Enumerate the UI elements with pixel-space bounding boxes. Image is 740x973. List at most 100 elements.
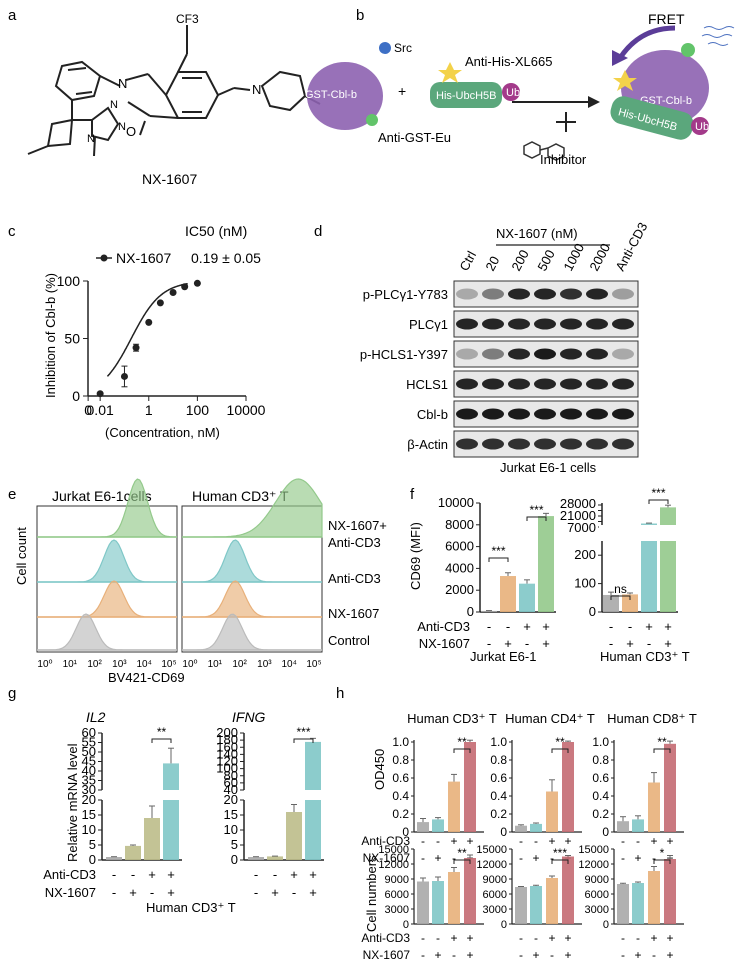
legend-name: NX-1607	[116, 250, 171, 266]
sign-nx: -	[550, 948, 554, 962]
sign-anti: -	[636, 931, 640, 945]
sign-nx: +	[434, 851, 441, 865]
sig-bracket	[653, 748, 671, 753]
data-point-c	[193, 279, 201, 287]
lane-label: 1000	[560, 241, 587, 274]
n-indoline-label: N	[118, 76, 127, 91]
f-group-right: Human CD3⁺ T	[600, 649, 690, 664]
blot-band	[560, 288, 582, 300]
chart-g: IL2 IFNG Relative mRNA level Human CD3⁺ …	[43, 709, 324, 915]
anti-gst-eu-label: Anti-GST-Eu	[378, 130, 451, 145]
sign-nx: -	[292, 885, 296, 900]
sign-anti: +	[466, 931, 473, 945]
sign-anti: +	[309, 867, 317, 882]
sign-anti: +	[548, 931, 555, 945]
blot-band	[482, 318, 504, 330]
lane-label: Ctrl	[456, 248, 479, 273]
sig-label: **	[657, 735, 667, 749]
y-axis-label-c: Inhibition of Cbl-b (%)	[43, 273, 58, 398]
sign-anti: +	[650, 834, 657, 848]
fret-arrowhead	[612, 50, 628, 66]
chart-h: OD450 Cell numbers Human CD3⁺ T Human CD4…	[361, 711, 697, 962]
bar	[641, 523, 657, 525]
y-tick-label: 120	[216, 754, 238, 769]
sign-nx: -	[452, 948, 456, 962]
bar	[144, 818, 160, 860]
y-tick-label-c: 50	[64, 331, 80, 347]
y-tick-label: 3000	[385, 904, 409, 916]
bar	[632, 819, 644, 832]
blot-band	[456, 318, 478, 330]
bar	[448, 781, 460, 832]
ub-dot-left	[502, 83, 520, 101]
sig-label: **	[457, 846, 467, 860]
sign-anti: -	[436, 834, 440, 848]
bar	[163, 763, 179, 790]
sig-label: **	[555, 735, 565, 749]
sign-nx: +	[434, 948, 441, 962]
reaction-arrow-head	[588, 96, 600, 108]
sig-bracket	[648, 499, 669, 504]
blot-band	[612, 378, 634, 390]
y-tick-label: 0	[89, 852, 96, 867]
y-axis-label-h-bottom: Cell numbers	[364, 855, 379, 932]
bar	[660, 541, 676, 612]
chart-f: CD69 (MFI) Jurkat E6-1 Human CD3⁺ T 0 200…	[408, 486, 690, 664]
bar	[617, 821, 629, 832]
blot-band	[456, 438, 478, 450]
histogram-x-tick: 10⁰	[37, 659, 52, 670]
panel-label-e: e	[8, 486, 16, 503]
y-tick-label: 7000	[567, 520, 596, 535]
row-label-nx: NX-1607	[363, 851, 411, 865]
bar	[464, 742, 476, 832]
bar	[546, 791, 558, 832]
blot-band	[482, 348, 504, 360]
histogram-x-tick: 10²	[232, 659, 247, 670]
y-tick-label: 10000	[438, 495, 474, 510]
chemical-structure	[27, 25, 321, 157]
sign-anti: +	[564, 834, 571, 848]
sign-anti: -	[534, 931, 538, 945]
y-tick-label: 200	[216, 725, 238, 740]
sign-nx: +	[271, 885, 279, 900]
n-triazole-3-label: N	[87, 133, 95, 145]
sig-label: *	[660, 846, 665, 860]
sign-nx: -	[519, 948, 523, 962]
sign-anti: +	[167, 867, 175, 882]
sign-nx: -	[112, 885, 116, 900]
sign-nx: +	[666, 948, 673, 962]
lane-label: 2000	[586, 241, 613, 274]
blot-band	[482, 438, 504, 450]
panel-label-g: g	[8, 685, 16, 702]
sign-anti: -	[621, 931, 625, 945]
anti-his-label: Anti-His-XL665	[465, 54, 552, 69]
y-tick-label: 0.2	[592, 807, 609, 821]
blot-band	[508, 348, 530, 360]
blot-row-label: Cbl-b	[417, 407, 448, 422]
n-piperidine-label: N	[252, 82, 261, 97]
bar	[267, 856, 283, 860]
y-tick-label: 1.0	[490, 735, 507, 749]
chemical-atom-labels: CF3 N O N N N N NX-1607	[87, 12, 261, 187]
y-tick-label: 12000	[476, 859, 507, 871]
y-tick-label: 0	[500, 825, 507, 839]
blot-row-label: p-HCLS1-Y397	[360, 347, 448, 362]
y-tick-label: 20	[82, 792, 96, 807]
histogram-x-tick: 10³	[112, 659, 127, 670]
sign-anti: -	[112, 867, 116, 882]
x-tick-label-c: 0	[84, 402, 92, 418]
eu-dot-right	[681, 43, 695, 57]
histogram-x-tick: 10¹	[208, 659, 223, 670]
bar	[641, 541, 657, 612]
x-tick-label-c: 1	[145, 402, 153, 418]
sign-anti: -	[273, 867, 277, 882]
blot-header: NX-1607 (nM)	[496, 226, 578, 241]
bar	[648, 782, 660, 832]
y-tick-label: 0.6	[490, 771, 507, 785]
n-triazole-1-label: N	[110, 99, 118, 111]
y-tick-label: 200	[574, 547, 596, 562]
panel-label-h: h	[336, 685, 344, 702]
blot-row-label: PLCγ1	[409, 317, 448, 332]
blot-band	[612, 348, 634, 360]
